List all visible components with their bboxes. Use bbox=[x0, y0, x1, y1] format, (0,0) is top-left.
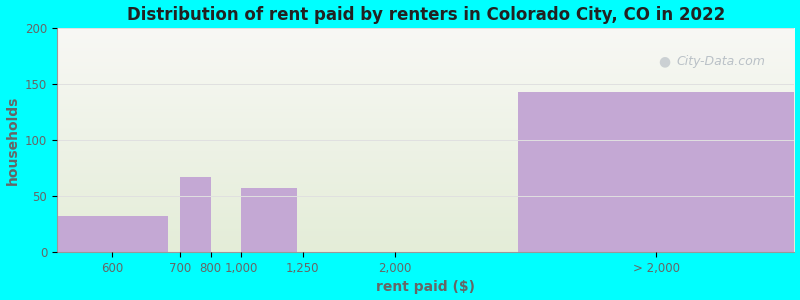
X-axis label: rent paid ($): rent paid ($) bbox=[376, 280, 475, 294]
Text: City-Data.com: City-Data.com bbox=[677, 55, 766, 68]
Bar bbox=[57, 216, 168, 252]
Text: ●: ● bbox=[658, 55, 670, 68]
Bar bbox=[242, 188, 297, 252]
Y-axis label: households: households bbox=[6, 95, 19, 185]
Bar bbox=[518, 92, 794, 252]
Bar bbox=[180, 177, 210, 252]
Title: Distribution of rent paid by renters in Colorado City, CO in 2022: Distribution of rent paid by renters in … bbox=[126, 6, 725, 24]
